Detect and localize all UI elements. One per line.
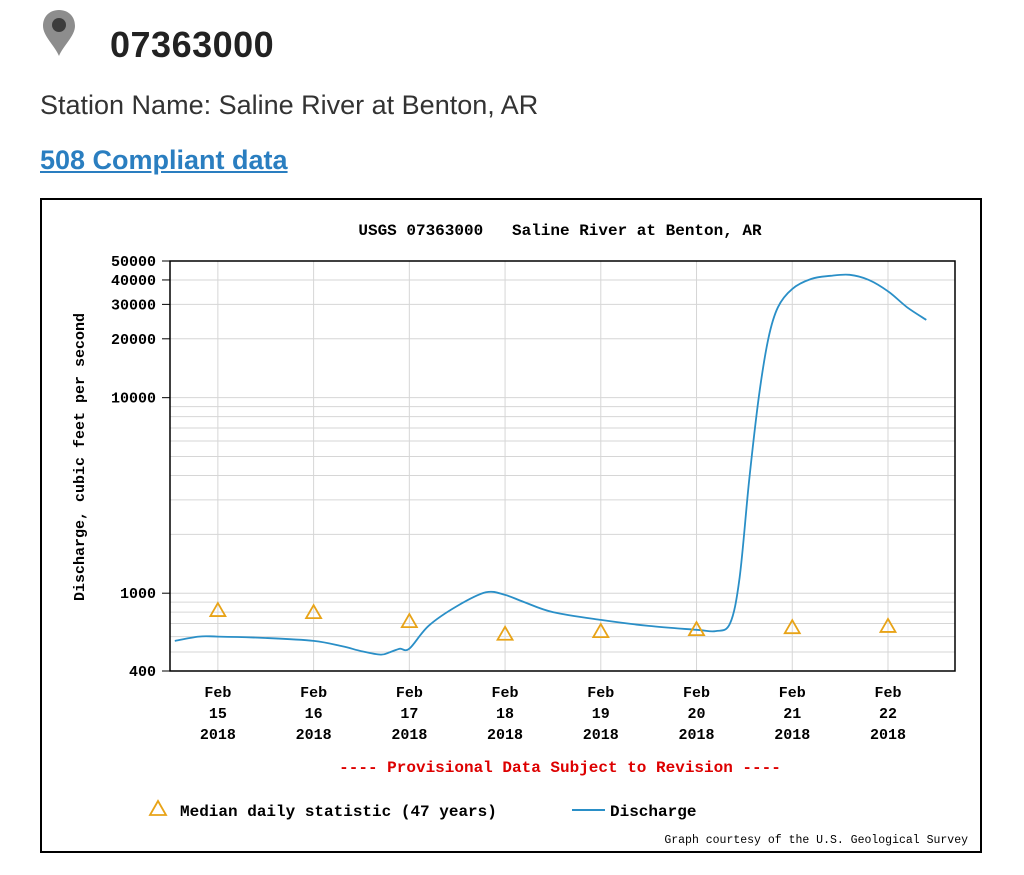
x-tick-label: 20: [688, 706, 706, 723]
median-triangle: [878, 617, 898, 633]
x-tick-label: 19: [592, 706, 610, 723]
discharge-graph: USGS 07363000 Saline River at Benton, AR…: [40, 198, 982, 853]
x-tick-label: Feb: [396, 685, 423, 702]
station-name: Station Name: Saline River at Benton, AR: [40, 90, 539, 120]
discharge-line: [174, 273, 927, 656]
x-tick-label: 17: [400, 706, 418, 723]
x-tick-label: 2018: [870, 727, 906, 744]
x-tick-label: Feb: [492, 685, 519, 702]
x-tick-label: 2018: [774, 727, 810, 744]
legend-median-triangle-icon: [148, 799, 168, 816]
x-tick-label: Feb: [204, 685, 231, 702]
provisional-notice: ---- Provisional Data Subject to Revisio…: [339, 759, 781, 777]
x-tick-label: 22: [879, 706, 897, 723]
x-tick-label: 2018: [391, 727, 427, 744]
x-tick-label: 15: [209, 706, 227, 723]
x-tick-label: Feb: [587, 685, 614, 702]
median-triangle: [208, 601, 227, 617]
y-tick-label: 30000: [111, 297, 156, 314]
graph-credit: Graph courtesy of the U.S. Geological Su…: [664, 834, 968, 847]
x-tick-label: Feb: [683, 685, 710, 702]
median-markers: [208, 601, 898, 641]
x-tick-label: 18: [496, 706, 514, 723]
median-triangle: [687, 620, 706, 637]
y-tick-label: 50000: [111, 254, 156, 271]
x-tick-label: 2018: [583, 727, 619, 744]
y-tick-label: 10000: [111, 391, 156, 408]
x-tick-label: 21: [783, 706, 801, 723]
y-tick-label: 1000: [120, 586, 156, 603]
y-tick-labels: 400 1000 10000 20000 30000 40000 50000: [111, 254, 170, 681]
x-tick-label: Feb: [300, 685, 327, 702]
legend-discharge-label: Discharge: [610, 803, 696, 821]
x-tick-label: 2018: [679, 727, 715, 744]
plot-area: [169, 260, 956, 672]
x-tick-label: 2018: [296, 727, 332, 744]
y-tick-label: 20000: [111, 332, 156, 349]
chart-canvas: USGS 07363000 Saline River at Benton, AR…: [72, 222, 968, 847]
chart-title: USGS 07363000 Saline River at Benton, AR: [358, 222, 762, 240]
x-tick-label: 2018: [200, 727, 236, 744]
median-triangle: [496, 624, 515, 641]
station-id-heading: 07363000: [110, 24, 275, 65]
compliant-data-link[interactable]: 508 Compliant data: [40, 145, 288, 175]
x-tick-label: 16: [305, 706, 323, 723]
y-tick-label: 40000: [111, 273, 156, 290]
median-triangle: [400, 612, 419, 628]
median-triangle: [591, 622, 610, 638]
x-tick-labels: Feb 15 2018 Feb 16 2018 Feb 17 2018 Feb 18 2018 Feb 1…: [200, 685, 906, 744]
chart-grid: [170, 261, 955, 671]
median-triangle: [783, 618, 802, 635]
x-tick-label: 2018: [487, 727, 523, 744]
x-tick-label: Feb: [874, 685, 901, 702]
y-axis-label: Discharge, cubic feet per second: [72, 313, 89, 601]
median-triangle: [304, 603, 323, 620]
x-tick-label: Feb: [779, 685, 806, 702]
legend-median-label: Median daily statistic (47 years): [180, 803, 497, 821]
y-tick-label: 400: [129, 664, 156, 681]
map-pin-icon: [43, 10, 75, 56]
